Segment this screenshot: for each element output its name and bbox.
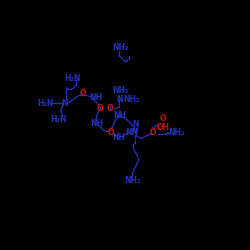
Text: N: N xyxy=(61,99,68,108)
Text: NH₂: NH₂ xyxy=(112,44,128,52)
Text: NH: NH xyxy=(112,133,125,142)
Text: NH: NH xyxy=(125,128,138,137)
Text: H₂N: H₂N xyxy=(65,74,81,83)
Text: NH: NH xyxy=(89,94,102,102)
Text: O: O xyxy=(160,114,166,123)
Text: NH₂: NH₂ xyxy=(112,86,128,94)
Text: N: N xyxy=(132,120,139,130)
Text: O: O xyxy=(80,89,86,98)
Text: O: O xyxy=(108,128,114,137)
Text: O: O xyxy=(150,128,156,137)
Text: NH: NH xyxy=(113,111,126,120)
Text: O: O xyxy=(107,104,113,114)
Text: H₂N: H₂N xyxy=(37,99,54,108)
Text: NH: NH xyxy=(90,119,104,128)
Text: NH₂: NH₂ xyxy=(124,176,140,185)
Text: NH₂: NH₂ xyxy=(168,128,184,137)
Text: N: N xyxy=(116,95,123,104)
Text: OH: OH xyxy=(156,123,170,132)
Text: NH₂: NH₂ xyxy=(124,95,140,104)
Text: O: O xyxy=(97,104,103,113)
Text: H₂N: H₂N xyxy=(50,116,66,124)
